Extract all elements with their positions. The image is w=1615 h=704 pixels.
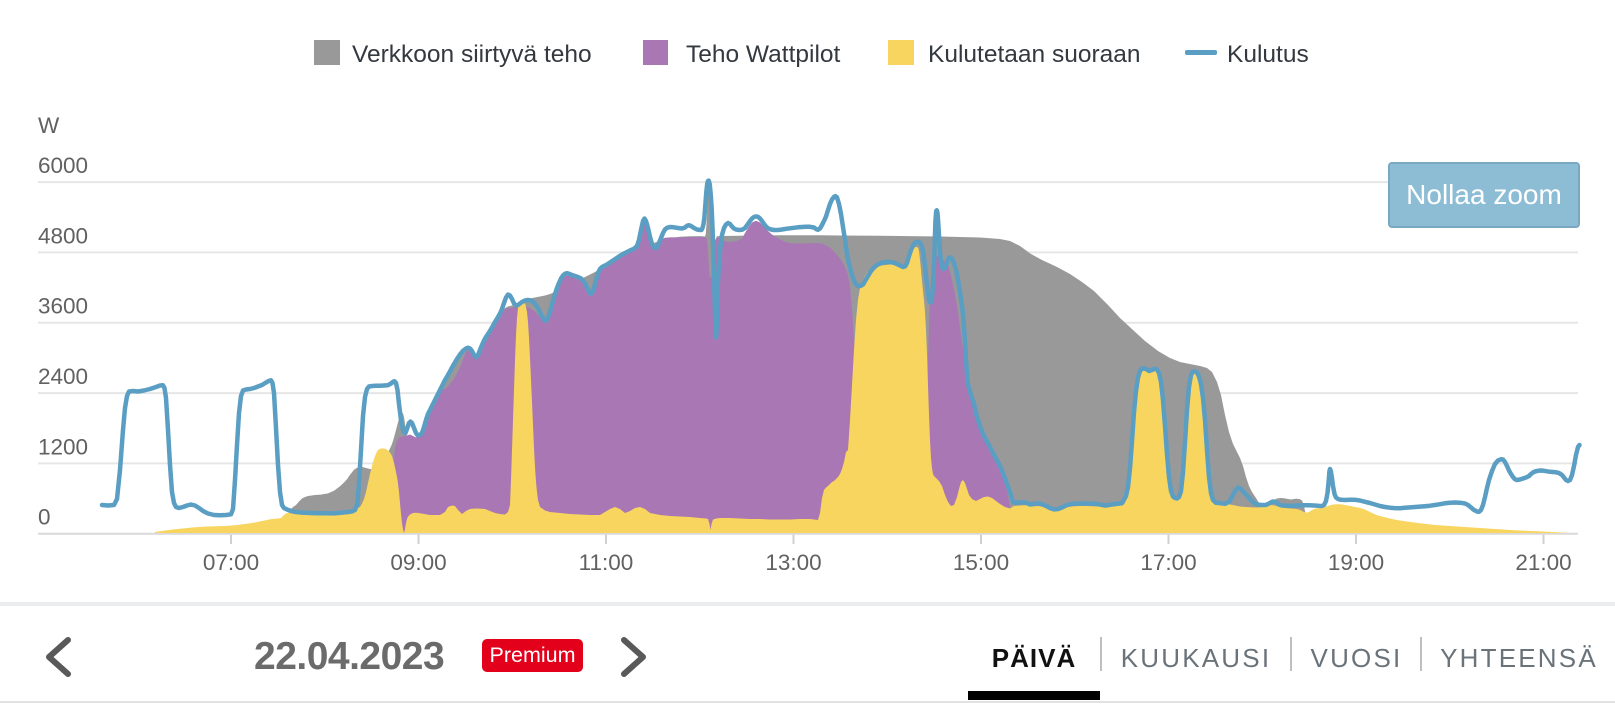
svg-text:09:00: 09:00 <box>390 550 446 575</box>
svg-text:15:00: 15:00 <box>953 550 1009 575</box>
svg-text:3600: 3600 <box>38 294 88 319</box>
svg-text:13:00: 13:00 <box>765 550 821 575</box>
svg-text:19:00: 19:00 <box>1328 550 1384 575</box>
svg-text:2400: 2400 <box>38 364 88 389</box>
svg-text:17:00: 17:00 <box>1140 550 1196 575</box>
svg-text:21:00: 21:00 <box>1515 550 1571 575</box>
svg-text:W: W <box>38 113 60 138</box>
svg-text:4800: 4800 <box>38 223 88 248</box>
svg-text:11:00: 11:00 <box>579 550 634 575</box>
svg-text:6000: 6000 <box>38 153 88 178</box>
svg-text:07:00: 07:00 <box>203 550 259 575</box>
svg-text:1200: 1200 <box>38 434 88 459</box>
svg-text:0: 0 <box>38 505 51 530</box>
